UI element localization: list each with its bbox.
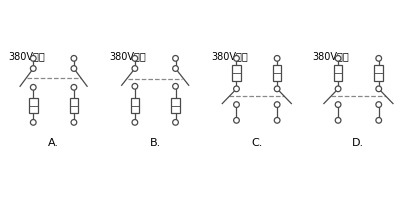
Circle shape — [376, 55, 382, 61]
Circle shape — [335, 86, 341, 92]
Circle shape — [71, 66, 77, 71]
Text: B.: B. — [150, 138, 161, 148]
Circle shape — [335, 117, 341, 123]
Circle shape — [234, 86, 239, 92]
Text: 380V电源: 380V电源 — [211, 51, 248, 61]
Circle shape — [71, 55, 77, 61]
Text: D.: D. — [352, 138, 365, 148]
Bar — [171, 98, 180, 113]
Circle shape — [274, 102, 280, 108]
Circle shape — [376, 117, 382, 123]
Circle shape — [173, 83, 178, 89]
Circle shape — [234, 102, 239, 108]
Bar — [131, 98, 139, 113]
Circle shape — [234, 55, 239, 61]
Circle shape — [30, 66, 36, 71]
Circle shape — [132, 120, 138, 125]
Circle shape — [234, 117, 239, 123]
Circle shape — [173, 55, 178, 61]
Bar — [273, 65, 281, 81]
Circle shape — [30, 55, 36, 61]
Circle shape — [274, 117, 280, 123]
Text: 380V电源: 380V电源 — [313, 51, 349, 61]
Circle shape — [173, 66, 178, 71]
Text: C.: C. — [251, 138, 262, 148]
Text: A.: A. — [48, 138, 59, 148]
Circle shape — [335, 55, 341, 61]
Bar — [232, 65, 241, 81]
Circle shape — [30, 120, 36, 125]
Circle shape — [274, 86, 280, 92]
Circle shape — [132, 66, 138, 71]
Text: 380V电源: 380V电源 — [8, 51, 44, 61]
Bar — [29, 98, 37, 113]
Circle shape — [30, 85, 36, 90]
Circle shape — [132, 55, 138, 61]
Circle shape — [132, 83, 138, 89]
Circle shape — [71, 85, 77, 90]
Circle shape — [335, 102, 341, 108]
Bar — [375, 65, 383, 81]
Text: 380V电源: 380V电源 — [110, 51, 146, 61]
Circle shape — [376, 102, 382, 108]
Circle shape — [71, 120, 77, 125]
Circle shape — [274, 55, 280, 61]
Bar — [334, 65, 342, 81]
Circle shape — [173, 120, 178, 125]
Bar — [70, 98, 78, 113]
Circle shape — [376, 86, 382, 92]
